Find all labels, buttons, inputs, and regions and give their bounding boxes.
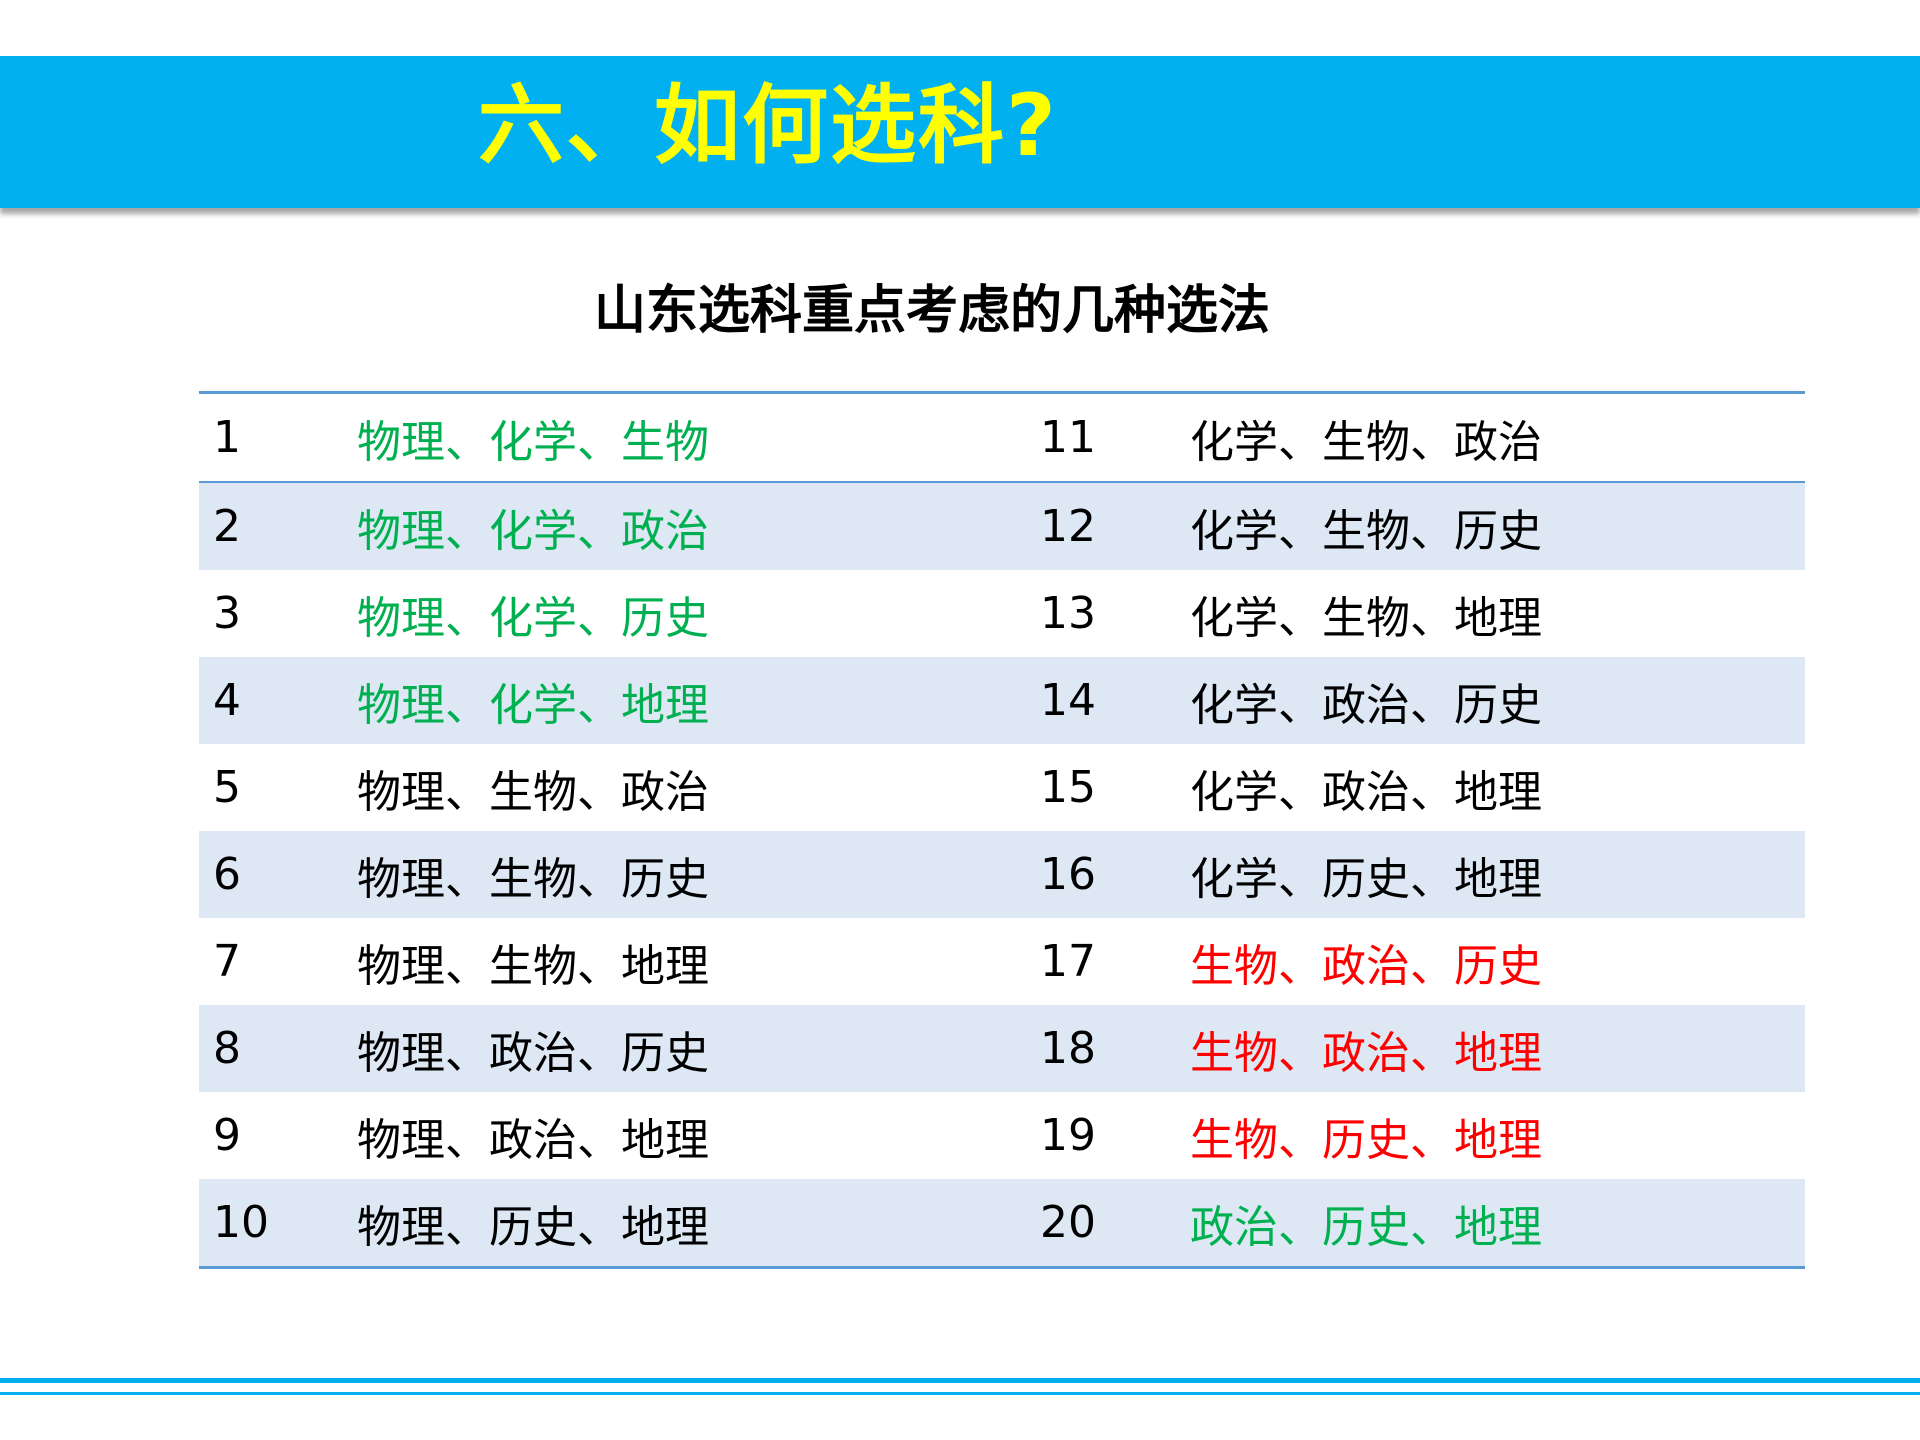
option-number: 10 (199, 1179, 357, 1268)
table-row: 9 物理、政治、地理 19 生物、历史、地理 (199, 1092, 1805, 1179)
page-title: 六、如何选科? (478, 76, 1058, 176)
option-subjects: 政治、历史、地理 (1190, 1179, 1805, 1268)
option-number: 13 (1040, 588, 1096, 639)
option-number: 2 (199, 482, 357, 570)
option-number: 19 (1040, 1110, 1096, 1161)
option-subjects: 化学、生物、地理 (1190, 592, 1542, 644)
table-row: 10 物理、历史、地理 20 政治、历史、地理 (199, 1179, 1805, 1268)
option-number: 6 (199, 831, 357, 918)
table-row: 5 物理、生物、政治 15 化学、政治、地理 (199, 744, 1805, 831)
option-number: 18 (1040, 1005, 1190, 1092)
table-caption: 山东选科重点考虑的几种选法 (593, 281, 1270, 341)
option-subjects: 化学、政治、历史 (1190, 657, 1805, 744)
table-row: 8 物理、政治、历史 18 生物、政治、地理 (199, 1005, 1805, 1092)
option-subjects: 化学、政治、地理 (1190, 766, 1542, 818)
option-subjects: 物理、政治、历史 (357, 1005, 1040, 1092)
option-subjects: 物理、生物、历史 (357, 831, 1040, 918)
option-subjects: 生物、政治、历史 (1190, 940, 1542, 992)
table-row: 4 物理、化学、地理 14 化学、政治、历史 (199, 657, 1805, 744)
option-number: 5 (213, 762, 241, 813)
option-subjects: 物理、历史、地理 (357, 1179, 1040, 1268)
table-row: 7 物理、生物、地理 17 生物、政治、历史 (199, 918, 1805, 1005)
option-subjects: 生物、政治、地理 (1190, 1005, 1805, 1092)
option-subjects: 化学、生物、政治 (1190, 392, 1805, 483)
option-number: 1 (199, 392, 357, 483)
option-number: 14 (1040, 657, 1190, 744)
option-subjects: 物理、化学、生物 (357, 392, 1040, 483)
option-number: 15 (1040, 762, 1096, 813)
header-bar (0, 56, 1920, 208)
option-subjects: 物理、化学、政治 (357, 482, 1040, 570)
subject-combinations-table: 1 物理、化学、生物 11 化学、生物、政治 2 物理、化学、政治 12 化学、生物、历史 3 物… (199, 391, 1805, 1269)
option-number: 12 (1040, 482, 1190, 570)
option-subjects: 物理、政治、地理 (357, 1114, 709, 1166)
option-number: 11 (1040, 392, 1190, 483)
option-number: 17 (1040, 936, 1096, 987)
footer-divider (0, 1392, 1920, 1395)
table-row: 2 物理、化学、政治 12 化学、生物、历史 (199, 482, 1805, 570)
option-subjects: 物理、生物、政治 (357, 766, 709, 818)
option-subjects: 生物、历史、地理 (1190, 1114, 1542, 1166)
table-row: 6 物理、生物、历史 16 化学、历史、地理 (199, 831, 1805, 918)
option-subjects: 物理、化学、历史 (357, 592, 709, 644)
option-subjects: 化学、生物、历史 (1190, 482, 1805, 570)
option-number: 9 (213, 1110, 241, 1161)
option-number: 3 (213, 588, 241, 639)
option-subjects: 物理、生物、地理 (357, 940, 709, 992)
table-row: 1 物理、化学、生物 11 化学、生物、政治 (199, 392, 1805, 483)
option-number: 16 (1040, 831, 1190, 918)
table-body: 1 物理、化学、生物 11 化学、生物、政治 2 物理、化学、政治 12 化学、生物、历史 3 物… (199, 392, 1805, 1268)
option-number: 20 (1040, 1179, 1190, 1268)
option-number: 7 (213, 936, 241, 987)
option-subjects: 化学、历史、地理 (1190, 831, 1805, 918)
option-number: 4 (199, 657, 357, 744)
footer-divider (0, 1378, 1920, 1383)
option-number: 8 (199, 1005, 357, 1092)
option-subjects: 物理、化学、地理 (357, 657, 1040, 744)
table-row: 3 物理、化学、历史 13 化学、生物、地理 (199, 570, 1805, 657)
